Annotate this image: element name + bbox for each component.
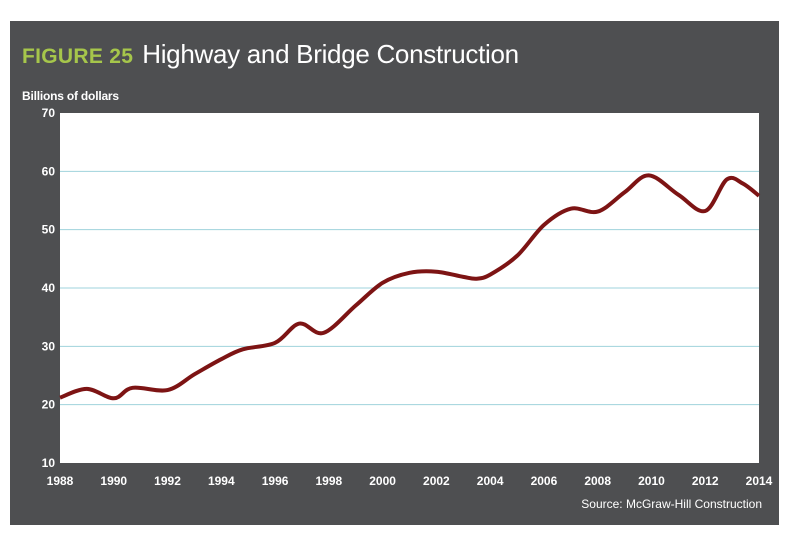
figure-label: FIGURE 25 [22, 45, 134, 68]
x-tick-label-2008: 2008 [584, 474, 611, 488]
x-tick-label-2010: 2010 [638, 474, 665, 488]
y-tick-label-10: 10 [42, 456, 56, 470]
y-tick-label-60: 60 [42, 164, 56, 178]
y-tick-label-20: 20 [42, 398, 56, 412]
y-tick-label-40: 40 [42, 281, 56, 295]
x-tick-label-1996: 1996 [262, 474, 289, 488]
x-tick-label-2006: 2006 [531, 474, 558, 488]
y-tick-label-70: 70 [42, 106, 56, 120]
series-line-0 [59, 173, 761, 401]
y-tick-label-30: 30 [42, 339, 56, 353]
x-tick-label-1994: 1994 [208, 474, 235, 488]
x-tick-label-2000: 2000 [369, 474, 396, 488]
x-tick-label-1998: 1998 [315, 474, 342, 488]
source-note: Source: McGraw-Hill Construction [581, 497, 762, 511]
x-tick-label-2002: 2002 [423, 474, 450, 488]
x-tick-label-1990: 1990 [100, 474, 127, 488]
y-axis-label: Billions of dollars [22, 89, 119, 103]
x-tick-label-2014: 2014 [746, 474, 773, 488]
y-tick-label-50: 50 [42, 223, 56, 237]
x-tick-label-1988: 1988 [47, 474, 74, 488]
chart-title: Highway and Bridge Construction [142, 39, 519, 69]
x-tick-label-2012: 2012 [692, 474, 719, 488]
x-tick-label-2004: 2004 [477, 474, 504, 488]
x-tick-label-1992: 1992 [154, 474, 181, 488]
figure-title-row: FIGURE 25 Highway and Bridge Constructio… [22, 39, 519, 73]
